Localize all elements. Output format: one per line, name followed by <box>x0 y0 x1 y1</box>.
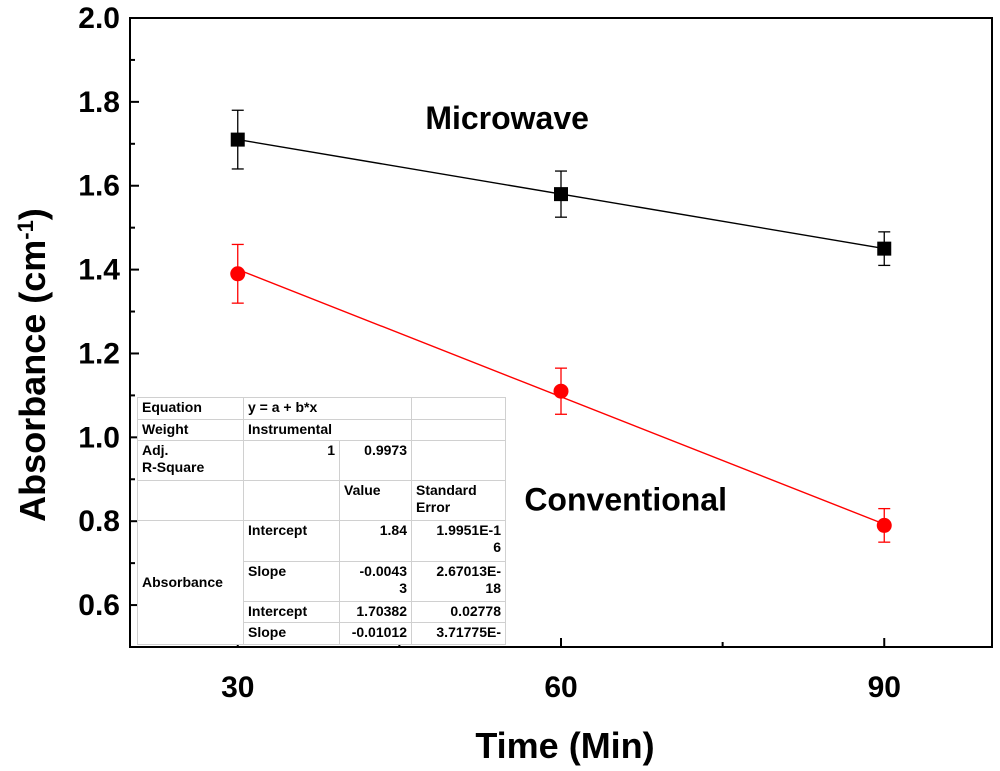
adj-label-1: Adj. <box>142 442 169 459</box>
x-axis-title: Time (Min) <box>475 725 654 766</box>
y-axis-title-main: Absorbance (cm <box>12 240 53 522</box>
y-axis-title-end: ) <box>12 208 53 220</box>
adj-label-2: R-Square <box>142 459 205 476</box>
adj-rsquare-value-1: 1 <box>243 440 340 482</box>
microwave-point <box>877 241 892 256</box>
y-tick-label: 1.0 <box>78 421 120 454</box>
x-tick-label: 30 <box>221 671 254 704</box>
y-tick-label: 1.2 <box>78 337 120 370</box>
weight-empty <box>411 418 506 442</box>
row2-stderr: 2.67013E- 18 <box>411 560 506 602</box>
series-layer <box>230 109 892 543</box>
row4-stderr: 3.71775E- <box>411 622 506 645</box>
stderr-column-header: Standard Error <box>411 480 506 522</box>
fit-row-equation: Equation y = a + b*x <box>137 397 506 420</box>
fit-row-header: Value Standard Error <box>137 480 506 522</box>
row3-value: 1.70382 <box>339 600 412 624</box>
fit-row-weight: Weight Instrumental <box>137 418 506 442</box>
equation-label: Equation <box>137 397 244 420</box>
fit-row-slope-2: Slope -0.01012 3.71775E- <box>138 622 506 645</box>
adj-rsquare-label: Adj. R-Square <box>137 440 244 482</box>
ticks-layer: 0.6 0.8 1.0 1.2 1.4 1.6 1.8 2.0 30 60 90 <box>78 2 901 704</box>
fit-row-intercept-2: Intercept 1.70382 0.02778 <box>138 600 506 624</box>
microwave-point <box>554 187 568 202</box>
microwave-point <box>230 132 245 147</box>
row1-stderr-2: 6 <box>493 539 501 556</box>
row3-stderr: 0.02778 <box>411 600 506 624</box>
fit-row-intercept-1: Absorbance Intercept 1.84 1.9951E-1 6 <box>137 520 506 645</box>
stderr-header-1: Standard <box>416 482 477 499</box>
y-tick-label: 0.6 <box>78 589 120 622</box>
equation-value: y = a + b*x <box>243 397 412 420</box>
row1-param: Intercept <box>243 520 340 562</box>
adj-rsquare-value-2: 0.9973 <box>339 440 412 482</box>
conventional-point <box>553 383 569 399</box>
y-tick-label: 1.6 <box>78 170 120 203</box>
conventional-point <box>230 266 246 282</box>
x-tick-label: 90 <box>868 671 901 704</box>
stderr-header-2: Error <box>416 499 451 516</box>
weight-label: Weight <box>137 418 244 442</box>
weight-value: Instrumental <box>243 418 412 442</box>
header-empty-2 <box>243 480 340 522</box>
row4-value: -0.01012 <box>339 622 412 645</box>
annotation-conventional: Conventional <box>524 482 727 518</box>
equation-empty <box>411 397 506 420</box>
fit-row-slope-1: Slope -0.0043 3 2.67013E- 18 <box>138 560 506 602</box>
row2-stderr-2: 18 <box>485 579 501 596</box>
row1-value: 1.84 <box>339 520 412 562</box>
row2-value-2: 3 <box>399 579 407 596</box>
y-tick-label: 1.4 <box>78 254 120 287</box>
annotation-microwave: Microwave <box>425 100 589 136</box>
row1-stderr: 1.9951E-1 6 <box>411 520 506 562</box>
y-tick-label: 1.8 <box>78 86 120 119</box>
fit-table: Equation y = a + b*x Weight Instrumental… <box>137 397 506 645</box>
y-axis-title: Absorbance (cm-1) <box>12 208 53 522</box>
row1-stderr-1: 1.9951E-1 <box>436 522 501 539</box>
row2-value: -0.0043 3 <box>339 560 412 602</box>
row2-param: Slope <box>243 560 340 602</box>
row2-stderr-1: 2.67013E- <box>436 562 501 579</box>
header-empty-1 <box>137 480 244 522</box>
y-tick-label: 2.0 <box>78 2 120 35</box>
x-tick-label: 60 <box>544 671 577 704</box>
y-tick-label: 0.8 <box>78 505 120 538</box>
row2-value-1: -0.0043 <box>359 562 407 579</box>
absorbance-group-label: Absorbance <box>137 520 244 645</box>
y-axis-title-sup: -1 <box>13 220 38 240</box>
conventional-point <box>876 517 892 533</box>
value-column-header: Value <box>339 480 412 522</box>
fit-row-adj-rsquare: Adj. R-Square 1 0.9973 <box>137 440 506 482</box>
adj-rsquare-empty <box>411 440 506 482</box>
row3-param: Intercept <box>243 600 340 624</box>
row4-param: Slope <box>243 622 340 645</box>
